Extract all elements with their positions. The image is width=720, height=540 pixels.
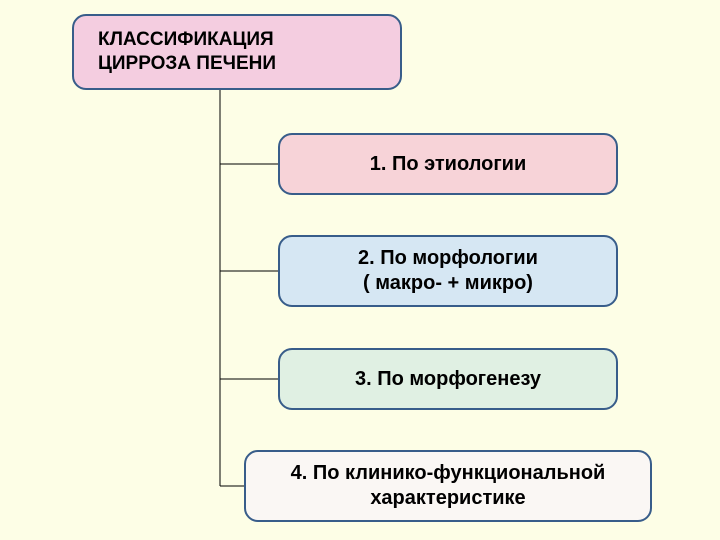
child-2-line1: 2. По морфологии	[358, 247, 538, 269]
root-line1: КЛАССИФИКАЦИЯ	[98, 29, 274, 50]
child-4-line1: 4. По клинико-функциональной	[291, 462, 606, 484]
child-node-2: 2. По морфологии ( макро- + микро)	[278, 235, 618, 307]
child-node-4: 4. По клинико-функциональной характерист…	[244, 450, 652, 522]
child-1-line1: 1. По этиологии	[370, 153, 527, 175]
child-node-3: 3. По морфогенезу	[278, 348, 618, 410]
child-3-line1: 3. По морфогенезу	[355, 368, 541, 390]
child-2-line2: ( макро- + микро)	[363, 272, 533, 294]
root-node: КЛАССИФИКАЦИЯ ЦИРРОЗА ПЕЧЕНИ	[72, 14, 402, 90]
root-line2: ЦИРРОЗА ПЕЧЕНИ	[98, 53, 276, 74]
child-node-1: 1. По этиологии	[278, 133, 618, 195]
child-4-line2: характеристике	[370, 487, 525, 509]
